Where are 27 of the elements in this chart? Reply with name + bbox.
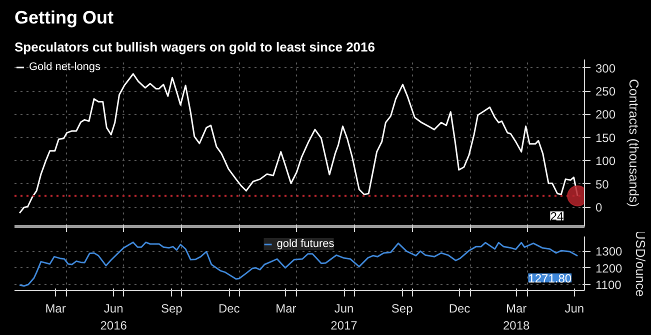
chart-title: Getting Out bbox=[14, 8, 114, 28]
y-tick-label: 200 bbox=[596, 108, 616, 122]
x-tick-label: Jun 2016 bbox=[100, 302, 128, 332]
x-tick-label: Dec bbox=[448, 302, 470, 316]
y-tick-label: 1200 bbox=[596, 261, 623, 276]
annotation: 1271.80 bbox=[528, 271, 572, 286]
y-tick-label: 1300 bbox=[596, 244, 623, 259]
legend-label: gold futures bbox=[276, 238, 334, 250]
x-tick-label: Mar bbox=[276, 302, 296, 316]
y-tick-label: 0 bbox=[596, 200, 602, 215]
y-tick-label: 300 bbox=[596, 61, 616, 76]
annotation: 24 bbox=[550, 209, 564, 224]
x-tick-label: Dec bbox=[218, 302, 240, 316]
y-tick-label: 50 bbox=[596, 177, 610, 192]
x-tick-label: Sep bbox=[391, 302, 414, 316]
legend-label: Gold net-longs bbox=[29, 61, 101, 73]
x-tick-label: Jun bbox=[564, 302, 584, 316]
x-tick-label: Sep bbox=[161, 302, 183, 316]
chart-subtitle: Speculators cut bullish wagers on gold to least since 2016 bbox=[14, 40, 375, 54]
y-tick-label: 250 bbox=[596, 84, 616, 99]
y-tick-label: 1100 bbox=[596, 278, 622, 292]
y-tick-label: 150 bbox=[596, 130, 616, 145]
x-tick-label: Mar 2018 bbox=[502, 302, 530, 332]
x-tick-label: Mar bbox=[45, 302, 66, 316]
y-tick-label: 100 bbox=[596, 154, 616, 168]
y-axis-title: Contracts (thousands) bbox=[626, 79, 642, 207]
x-tick-label: Jun 2017 bbox=[330, 302, 358, 332]
